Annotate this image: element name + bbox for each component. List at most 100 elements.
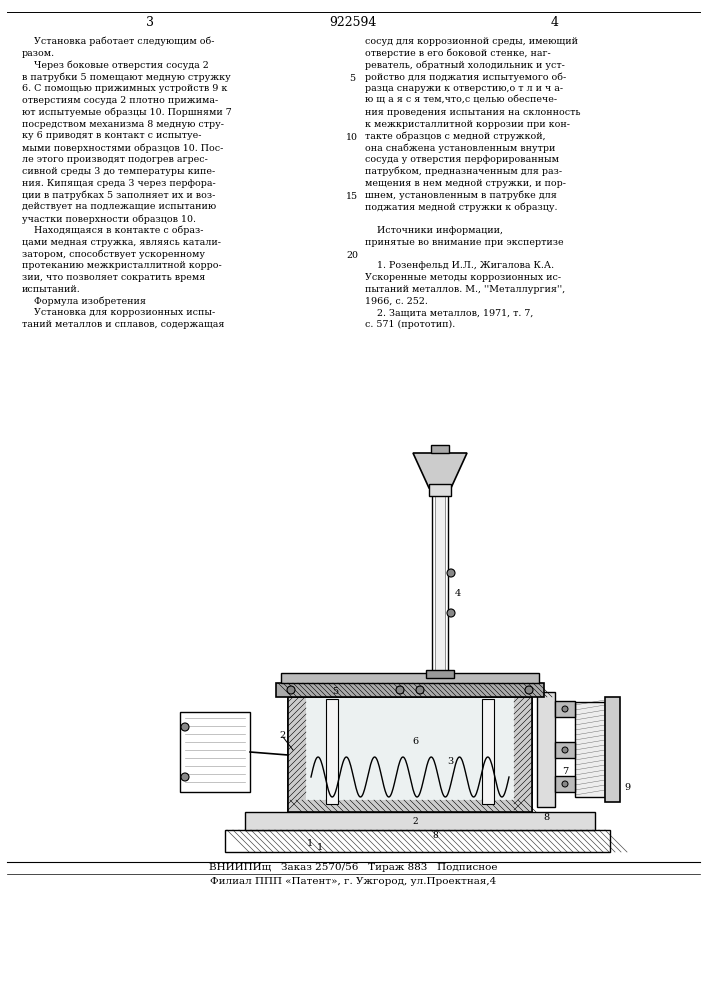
Text: посредством механизма 8 медную стру-: посредством механизма 8 медную стру- bbox=[22, 120, 224, 129]
Bar bbox=[537, 692, 555, 807]
Text: ку 6 приводят в контакт с испытуе-: ку 6 приводят в контакт с испытуе- bbox=[22, 131, 201, 140]
Text: отверстие в его боковой стенке, наг-: отверстие в его боковой стенке, наг- bbox=[365, 49, 551, 58]
Text: сосуд для коррозионной среды, имеющий: сосуд для коррозионной среды, имеющий bbox=[365, 37, 578, 46]
Text: она снабжена установленным внутри: она снабжена установленным внутри bbox=[365, 143, 556, 153]
Text: ВНИИПИщ   Заказ 2570/56   Тираж 883   Подписное: ВНИИПИщ Заказ 2570/56 Тираж 883 Подписно… bbox=[209, 863, 497, 872]
Text: ю щ а я с я тем,что,с целью обеспече-: ю щ а я с я тем,что,с целью обеспече- bbox=[365, 96, 557, 105]
Text: 6: 6 bbox=[412, 738, 418, 746]
Bar bbox=[575, 702, 605, 797]
Text: принятые во внимание при экспертизе: принятые во внимание при экспертизе bbox=[365, 238, 563, 247]
Text: 2: 2 bbox=[280, 730, 286, 740]
Bar bbox=[426, 670, 454, 678]
Text: таний металлов и сплавов, содержащая: таний металлов и сплавов, содержащая bbox=[22, 320, 225, 329]
Text: мыми поверхностями образцов 10. Пос-: мыми поверхностями образцов 10. Пос- bbox=[22, 143, 223, 153]
Text: 4: 4 bbox=[551, 15, 559, 28]
Text: цами медная стружка, являясь катали-: цами медная стружка, являясь катали- bbox=[22, 238, 221, 247]
Text: Установка для коррозионных испы-: Установка для коррозионных испы- bbox=[22, 308, 215, 317]
Circle shape bbox=[525, 686, 533, 694]
Bar bbox=[514, 697, 532, 812]
Text: Филиал ППП «Патент», г. Ужгород, ул.Проектная,4: Филиал ППП «Патент», г. Ужгород, ул.Прое… bbox=[210, 878, 496, 886]
Text: реватель, обратный холодильник и уст-: реватель, обратный холодильник и уст- bbox=[365, 61, 565, 70]
Bar bbox=[555, 701, 575, 717]
Bar bbox=[276, 683, 544, 697]
Text: Источники информации,: Источники информации, bbox=[365, 226, 503, 235]
Bar bbox=[225, 830, 610, 852]
Text: в патрубки 5 помещают медную стружку: в патрубки 5 помещают медную стружку bbox=[22, 72, 230, 82]
Text: 1. Розенфельд И.Л., Жигалова К.А.: 1. Розенфельд И.Л., Жигалова К.А. bbox=[365, 261, 554, 270]
Text: зии, что позволяет сократить время: зии, что позволяет сократить время bbox=[22, 273, 205, 282]
Text: 6. С помощью прижимных устройств 9 к: 6. С помощью прижимных устройств 9 к bbox=[22, 84, 228, 93]
Text: 20: 20 bbox=[346, 251, 358, 260]
Text: Ускоренные методы коррозионных ис-: Ускоренные методы коррозионных ис- bbox=[365, 273, 561, 282]
Text: 5: 5 bbox=[332, 688, 338, 696]
Text: Формула изобретения: Формула изобретения bbox=[22, 297, 146, 306]
Bar bbox=[555, 776, 575, 792]
Text: ройство для поджатия испытуемого об-: ройство для поджатия испытуемого об- bbox=[365, 72, 566, 82]
Text: 9: 9 bbox=[624, 782, 630, 792]
Circle shape bbox=[181, 723, 189, 731]
Circle shape bbox=[287, 686, 295, 694]
Text: сосуда у отверстия перфорированным: сосуда у отверстия перфорированным bbox=[365, 155, 559, 164]
Text: 15: 15 bbox=[346, 192, 358, 201]
Text: 10: 10 bbox=[346, 133, 358, 142]
Text: протеканию межкристаллитной корро-: протеканию межкристаллитной корро- bbox=[22, 261, 222, 270]
Text: патрубком, предназначенным для раз-: патрубком, предназначенным для раз- bbox=[365, 167, 562, 176]
Text: к межкристаллитной коррозии при кон-: к межкристаллитной коррозии при кон- bbox=[365, 120, 570, 129]
Circle shape bbox=[562, 706, 568, 712]
Circle shape bbox=[562, 747, 568, 753]
Text: отверстиям сосуда 2 плотно прижима-: отверстиям сосуда 2 плотно прижима- bbox=[22, 96, 218, 105]
Text: ния проведения испытания на склонность: ния проведения испытания на склонность bbox=[365, 108, 580, 117]
Bar bbox=[288, 800, 532, 812]
Bar bbox=[180, 712, 250, 792]
Text: 7: 7 bbox=[562, 768, 568, 776]
Text: 4: 4 bbox=[455, 588, 461, 597]
Bar bbox=[288, 697, 532, 812]
Bar bbox=[605, 697, 620, 802]
Bar bbox=[429, 484, 451, 496]
Circle shape bbox=[447, 569, 455, 577]
Bar bbox=[288, 697, 532, 812]
Bar bbox=[306, 697, 514, 800]
Text: с. 571 (прототип).: с. 571 (прототип). bbox=[365, 320, 455, 329]
Text: 1: 1 bbox=[307, 838, 313, 848]
Circle shape bbox=[562, 781, 568, 787]
Circle shape bbox=[396, 686, 404, 694]
Text: Находящаяся в контакте с образ-: Находящаяся в контакте с образ- bbox=[22, 226, 204, 235]
Text: ции в патрубках 5 заполняет их и воз-: ции в патрубках 5 заполняет их и воз- bbox=[22, 190, 216, 200]
Circle shape bbox=[447, 609, 455, 617]
Circle shape bbox=[181, 773, 189, 781]
Text: испытаний.: испытаний. bbox=[22, 285, 81, 294]
Polygon shape bbox=[413, 453, 467, 488]
Text: ния. Кипящая среда 3 через перфора-: ния. Кипящая среда 3 через перфора- bbox=[22, 179, 216, 188]
Bar bbox=[245, 812, 595, 830]
Text: 922594: 922594 bbox=[329, 15, 377, 28]
Text: 1966, с. 252.: 1966, с. 252. bbox=[365, 297, 428, 306]
Text: участки поверхности образцов 10.: участки поверхности образцов 10. bbox=[22, 214, 196, 224]
Text: 2: 2 bbox=[412, 816, 418, 826]
Bar bbox=[432, 488, 448, 673]
Bar bbox=[326, 699, 338, 804]
Bar bbox=[435, 488, 445, 670]
Text: Через боковые отверстия сосуда 2: Через боковые отверстия сосуда 2 bbox=[22, 61, 209, 70]
Circle shape bbox=[416, 686, 424, 694]
Bar bbox=[288, 697, 306, 812]
Text: 2. Защита металлов, 1971, т. 7,: 2. Защита металлов, 1971, т. 7, bbox=[365, 308, 533, 317]
Text: 8: 8 bbox=[432, 830, 438, 840]
Bar bbox=[555, 742, 575, 758]
Bar bbox=[482, 699, 494, 804]
Text: пытаний металлов. М., ''Металлургия'',: пытаний металлов. М., ''Металлургия'', bbox=[365, 285, 566, 294]
Text: 5: 5 bbox=[349, 74, 355, 83]
Text: разца снаружи к отверстию,о т л и ч а-: разца снаружи к отверстию,о т л и ч а- bbox=[365, 84, 563, 93]
Text: действует на подлежащие испытанию: действует на подлежащие испытанию bbox=[22, 202, 216, 211]
Text: 3: 3 bbox=[146, 15, 154, 28]
Text: 3: 3 bbox=[447, 758, 453, 766]
Text: такте образцов с медной стружкой,: такте образцов с медной стружкой, bbox=[365, 131, 546, 141]
Text: разом.: разом. bbox=[22, 49, 55, 58]
Text: ле этого производят подогрев агрес-: ле этого производят подогрев агрес- bbox=[22, 155, 208, 164]
Text: мещения в нем медной стружки, и пор-: мещения в нем медной стружки, и пор- bbox=[365, 179, 566, 188]
Text: шнем, установленным в патрубке для: шнем, установленным в патрубке для bbox=[365, 190, 557, 200]
Bar bbox=[431, 445, 449, 453]
Text: Установка работает следующим об-: Установка работает следующим об- bbox=[22, 37, 214, 46]
Bar bbox=[281, 673, 539, 683]
Text: 1: 1 bbox=[317, 842, 323, 852]
